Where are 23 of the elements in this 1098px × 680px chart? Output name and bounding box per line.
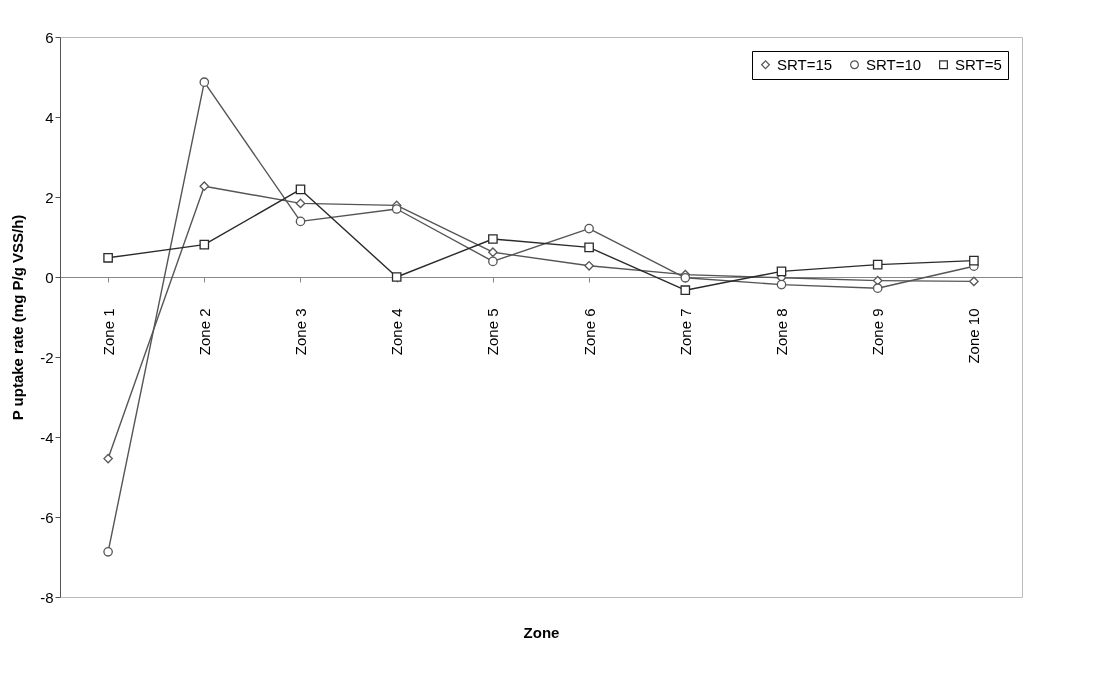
y-tick-label: 2: [45, 188, 54, 206]
y-tick-label: -2: [40, 348, 54, 366]
y-tick-label: 4: [45, 108, 54, 126]
legend-label: SRT=10: [866, 55, 922, 73]
legend-label: SRT=5: [955, 55, 1002, 73]
x-tick-label: Zone 5: [484, 308, 502, 356]
x-axis-title: Zone: [523, 623, 560, 641]
x-tick-label: Zone 6: [580, 308, 598, 356]
legend-label: SRT=15: [777, 55, 833, 73]
y-tick-label: -8: [40, 588, 54, 606]
x-tick-label: Zone 7: [676, 308, 694, 356]
x-tick-label: Zone 8: [773, 308, 790, 356]
x-tick-label: Zone 2: [195, 308, 213, 356]
y-tick-label: -6: [40, 508, 54, 526]
x-tick-label: Zone 4: [388, 308, 406, 356]
x-tick-label: Zone 10: [965, 308, 983, 364]
y-tick-label: 0: [45, 268, 54, 286]
x-tick-label: Zone 3: [292, 308, 309, 356]
y-axis-title: P uptake rate (mg P/g VSS/h): [9, 214, 27, 421]
x-tick-label: Zone 9: [869, 308, 887, 356]
y-tick-label: 6: [45, 28, 54, 46]
x-tick-label: Zone 1: [99, 308, 117, 356]
y-tick-label: -4: [40, 428, 54, 446]
